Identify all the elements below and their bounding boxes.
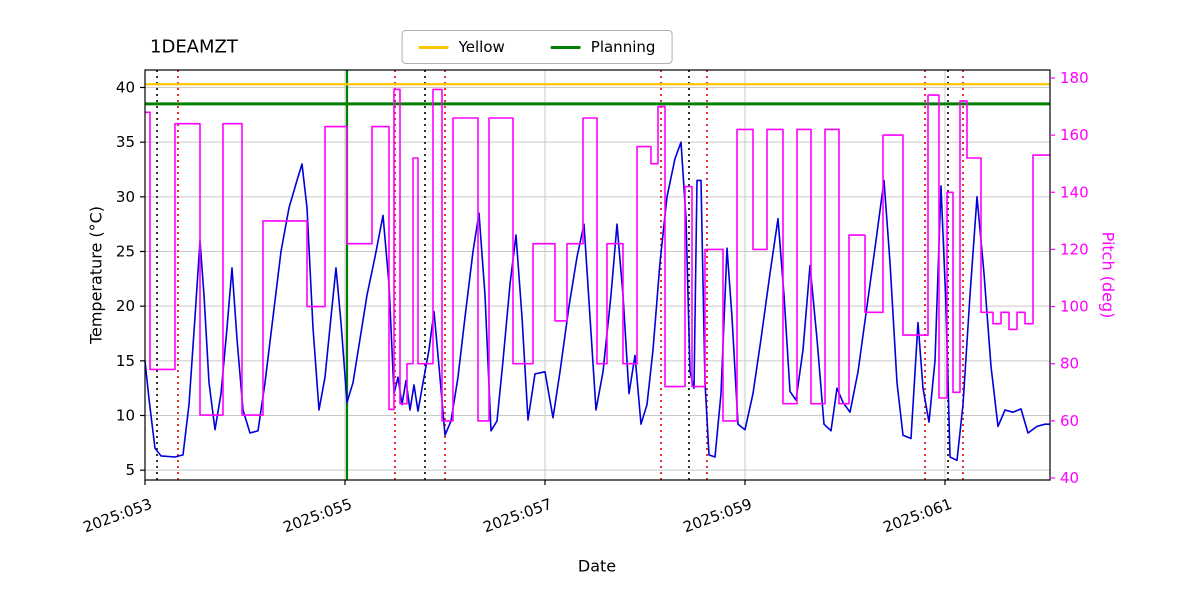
y-right-tick-label: 180 bbox=[1060, 69, 1089, 87]
legend-item-yellow: Yellow bbox=[418, 38, 505, 56]
y-right-tick-label: 140 bbox=[1060, 183, 1089, 201]
x-tick-label: 2025:053 bbox=[81, 495, 155, 536]
legend-label-planning: Planning bbox=[590, 38, 656, 56]
plot-border bbox=[144, 69, 1051, 481]
y-left-tick-label: 20 bbox=[116, 297, 135, 315]
y-right-tick-label: 160 bbox=[1060, 126, 1089, 144]
y-left-tick-label: 30 bbox=[116, 188, 135, 206]
y-right-tick-label: 60 bbox=[1060, 412, 1079, 430]
x-axis-label: Date bbox=[577, 556, 617, 576]
y-left-tick-label: 10 bbox=[116, 406, 135, 424]
y-left-axis-label: Temperature (°C) bbox=[86, 205, 106, 345]
y-right-tick-label: 120 bbox=[1060, 240, 1089, 258]
x-tick-label: 2025:055 bbox=[281, 495, 355, 536]
series-temperature bbox=[144, 141, 1050, 462]
y-right-tick-label: 100 bbox=[1060, 298, 1089, 316]
y-right-axis-label: Pitch (deg) bbox=[1098, 231, 1118, 319]
x-tick-label: 2025:061 bbox=[881, 495, 955, 536]
chart-title: 1DEAMZT bbox=[150, 36, 238, 58]
y-right-tick-label: 40 bbox=[1060, 469, 1079, 487]
series-pitch bbox=[145, 88, 1050, 422]
legend-label-yellow: Yellow bbox=[458, 38, 505, 56]
y-right-tick-label: 80 bbox=[1060, 355, 1079, 373]
y-left-tick-label: 40 bbox=[116, 78, 135, 96]
y-left-tick-label: 35 bbox=[116, 133, 135, 151]
x-tick-label: 2025:059 bbox=[681, 495, 755, 536]
y-left-tick-label: 5 bbox=[125, 461, 135, 479]
y-left-tick-label: 15 bbox=[116, 352, 135, 370]
x-tick-label: 2025:057 bbox=[481, 495, 555, 536]
y-left-tick-label: 25 bbox=[116, 242, 135, 260]
planning-line-swatch bbox=[550, 45, 581, 49]
legend: Yellow Planning bbox=[401, 30, 673, 64]
legend-item-planning: Planning bbox=[550, 38, 656, 56]
yellow-line-swatch bbox=[418, 45, 449, 49]
